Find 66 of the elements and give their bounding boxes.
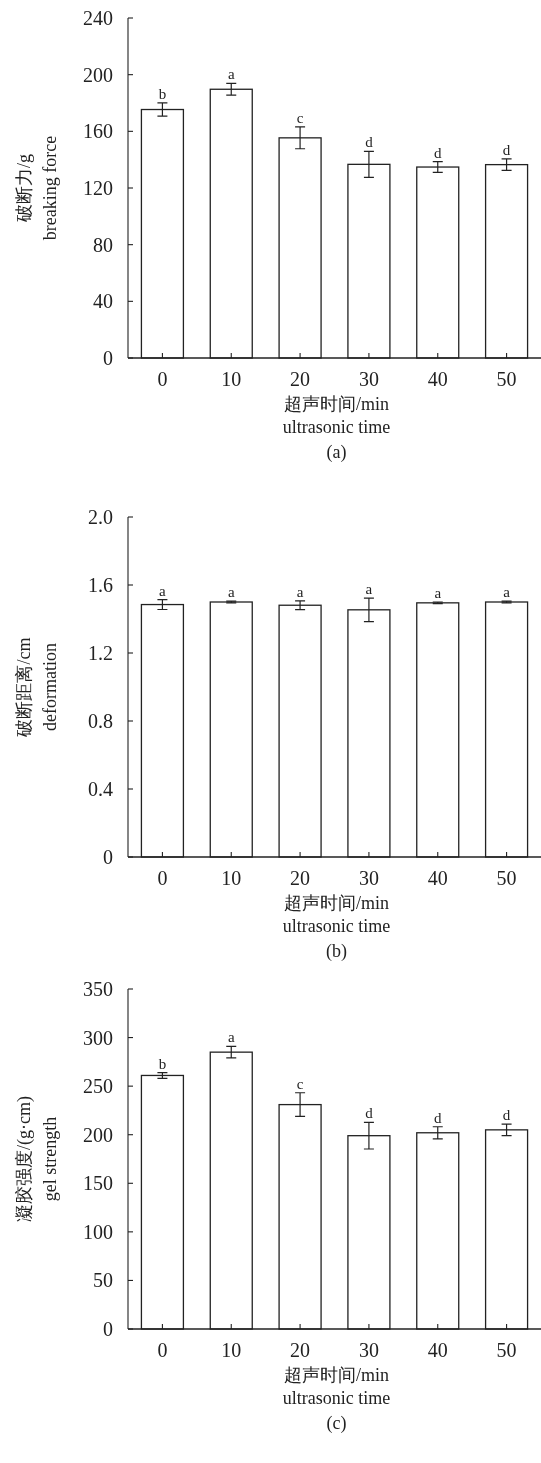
y-tick-label: 250 — [83, 1075, 113, 1098]
annotation: a — [434, 585, 442, 601]
text: (c) — [326, 1413, 347, 1434]
x-tick-label: 10 — [221, 867, 242, 889]
annotation: d — [434, 144, 442, 161]
x-tick-label: 0 — [157, 1339, 168, 1361]
y-tick-label: 150 — [83, 1172, 113, 1195]
x-tick-label: 0 — [157, 867, 168, 889]
x-tick-label: 40 — [427, 1339, 448, 1361]
y-tick-label: 2.0 — [88, 506, 113, 528]
x-tick-label: 10 — [221, 1339, 242, 1361]
x-tick-label: 50 — [496, 1339, 517, 1361]
x-tick-label: 30 — [358, 1339, 379, 1361]
annotation: a — [503, 584, 511, 601]
annotation: d — [365, 1105, 374, 1122]
annotation: a — [227, 1029, 235, 1046]
annotation: a — [296, 583, 304, 600]
x-axis-title: 超声时间/min ultrasonic time — [282, 394, 391, 437]
y-tick-label: 80 — [93, 233, 113, 256]
y-tick-label: 200 — [83, 1123, 113, 1146]
y-tick-label: 1.2 — [88, 642, 113, 664]
annotation: a — [227, 66, 235, 83]
x-tick-label: 30 — [358, 368, 379, 390]
x-tick-label: 0 — [157, 368, 168, 390]
y-tick-label: 0 — [103, 846, 113, 868]
y-tick-label: 350 — [83, 978, 113, 1000]
x-tick-label: 40 — [427, 867, 448, 889]
annotation: c — [296, 1076, 304, 1093]
x-tick-label: 20 — [290, 867, 311, 889]
annotation: a — [227, 584, 235, 601]
y-axis-title: 凝胶强度/(g·cm) gel strength — [14, 1096, 60, 1222]
annotation: d — [502, 1107, 511, 1124]
annotation: d — [502, 141, 511, 158]
text: (b) — [326, 941, 347, 962]
y-tick-label: 120 — [83, 177, 113, 199]
y-tick-label: 0.4 — [88, 778, 113, 800]
annotation: c — [296, 109, 304, 126]
annotation: a — [365, 581, 373, 598]
y-tick-label: 100 — [83, 1220, 113, 1243]
text: (a) — [326, 442, 347, 463]
y-axis-title: 破断距离/cm deformation — [14, 637, 60, 738]
y-tick-label: 50 — [93, 1269, 113, 1292]
x-tick-label: 50 — [496, 867, 517, 889]
x-tick-label: 50 — [496, 368, 517, 390]
x-axis-title: 超声时间/min ultrasonic time — [282, 1365, 391, 1408]
y-tick-label: 40 — [93, 290, 113, 313]
annotation: b — [158, 1055, 167, 1072]
x-tick-label: 30 — [358, 867, 379, 889]
annotation: d — [365, 134, 374, 151]
y-tick-label: 300 — [83, 1026, 113, 1049]
x-tick-label: 10 — [221, 368, 242, 390]
y-tick-label: 240 — [83, 7, 113, 29]
x-tick-label: 40 — [427, 368, 448, 390]
annotation: d — [434, 1109, 442, 1126]
annotation: b — [158, 85, 167, 102]
y-tick-label: 200 — [83, 63, 113, 86]
x-axis-title: 超声时间/min ultrasonic time — [282, 893, 391, 936]
y-tick-label: 0.8 — [88, 710, 113, 732]
y-tick-label: 0 — [103, 347, 113, 369]
y-axis-title: 破断力/g breaking force — [14, 135, 60, 241]
y-tick-label: 160 — [83, 120, 113, 143]
y-tick-label: 1.6 — [88, 574, 113, 596]
annotation: a — [159, 582, 167, 599]
x-tick-label: 20 — [290, 1339, 311, 1361]
y-tick-label: 0 — [103, 1318, 113, 1340]
x-tick-label: 20 — [290, 368, 311, 390]
